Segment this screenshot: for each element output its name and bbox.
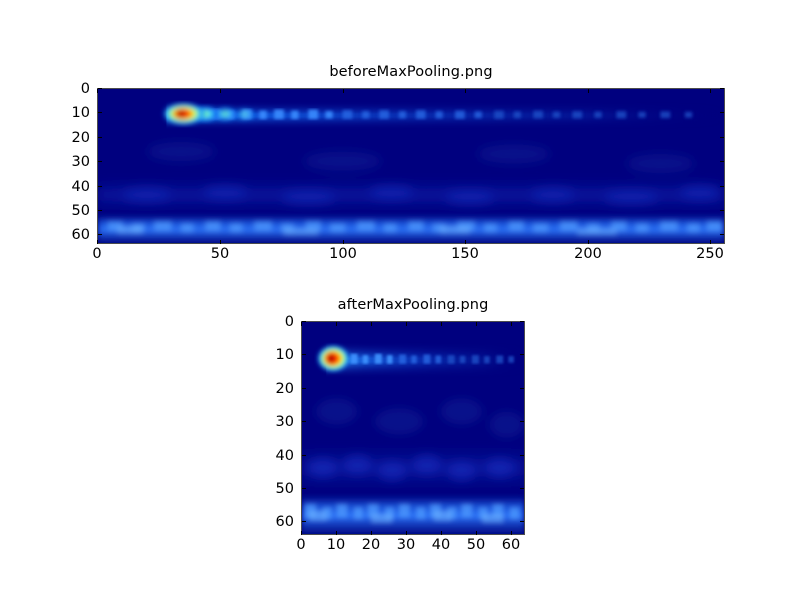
tick-yright-after-30 xyxy=(520,421,524,422)
tick-yright-after-60 xyxy=(520,521,524,522)
tick-x-after-10 xyxy=(336,531,337,535)
tick-y-after-0 xyxy=(302,321,306,322)
xtick-label-before-50: 50 xyxy=(210,246,230,262)
ytick-label-after-0: 0 xyxy=(284,313,294,330)
tick-yright-before-30 xyxy=(720,161,724,162)
ytick-label-after-30: 30 xyxy=(275,413,294,430)
tick-y-after-40 xyxy=(302,455,306,456)
tick-yright-before-10 xyxy=(720,112,724,113)
tick-x-before-0 xyxy=(97,240,98,244)
xtick-label-before-150: 150 xyxy=(451,246,479,262)
tick-xtop-after-40 xyxy=(441,322,442,326)
tick-x-before-50 xyxy=(220,240,221,244)
tick-yright-after-0 xyxy=(520,321,524,322)
tick-y-before-10 xyxy=(98,112,102,113)
tick-y-before-0 xyxy=(98,88,102,89)
xtick-label-after-50: 50 xyxy=(466,537,486,553)
xtick-label-after-40: 40 xyxy=(431,537,451,553)
tick-x-after-20 xyxy=(371,531,372,535)
tick-yright-before-50 xyxy=(720,210,724,211)
tick-xtop-before-100 xyxy=(343,89,344,93)
xtick-label-after-60: 60 xyxy=(501,537,521,553)
heatmap-image-before xyxy=(98,89,724,243)
tick-yright-after-20 xyxy=(520,388,524,389)
tick-xtop-before-200 xyxy=(588,89,589,93)
tick-x-after-0 xyxy=(301,531,302,535)
tick-y-before-40 xyxy=(98,186,102,187)
xtick-label-after-20: 20 xyxy=(361,537,381,553)
tick-yright-before-60 xyxy=(720,234,724,235)
tick-y-before-20 xyxy=(98,137,102,138)
tick-x-after-60 xyxy=(511,531,512,535)
ytick-label-before-40: 40 xyxy=(71,178,90,195)
tick-x-before-150 xyxy=(465,240,466,244)
ytick-label-before-20: 20 xyxy=(71,129,90,146)
tick-xtop-after-10 xyxy=(336,322,337,326)
chart-title-before: beforeMaxPooling.png xyxy=(329,64,493,80)
tick-y-after-30 xyxy=(302,421,306,422)
tick-xtop-before-0 xyxy=(97,89,98,93)
ytick-label-after-60: 60 xyxy=(275,513,294,530)
tick-xtop-after-60 xyxy=(511,322,512,326)
ytick-label-after-40: 40 xyxy=(275,447,294,464)
tick-xtop-before-50 xyxy=(220,89,221,93)
ytick-label-after-10: 10 xyxy=(275,346,294,363)
xtick-label-before-0: 0 xyxy=(92,246,102,262)
tick-y-after-20 xyxy=(302,388,306,389)
tick-yright-before-20 xyxy=(720,137,724,138)
tick-y-after-10 xyxy=(302,354,306,355)
ytick-label-before-0: 0 xyxy=(80,80,90,97)
tick-xtop-after-0 xyxy=(301,322,302,326)
ytick-label-before-50: 50 xyxy=(71,202,90,219)
xtick-label-after-0: 0 xyxy=(296,537,306,553)
tick-y-before-50 xyxy=(98,210,102,211)
tick-y-before-30 xyxy=(98,161,102,162)
tick-x-after-50 xyxy=(476,531,477,535)
tick-y-before-60 xyxy=(98,234,102,235)
ytick-label-after-20: 20 xyxy=(275,380,294,397)
tick-y-after-50 xyxy=(302,488,306,489)
xtick-label-after-30: 30 xyxy=(396,537,416,553)
heatmap-after-maxpooling[interactable] xyxy=(301,321,525,535)
xtick-label-before-100: 100 xyxy=(329,246,357,262)
ytick-label-before-10: 10 xyxy=(71,104,90,121)
tick-yright-before-0 xyxy=(720,88,724,89)
tick-yright-after-10 xyxy=(520,354,524,355)
xtick-label-after-10: 10 xyxy=(326,537,346,553)
tick-x-before-250 xyxy=(710,240,711,244)
chart-title-after: afterMaxPooling.png xyxy=(337,297,489,313)
xtick-label-before-250: 250 xyxy=(696,246,724,262)
tick-xtop-before-250 xyxy=(710,89,711,93)
tick-xtop-after-30 xyxy=(406,322,407,326)
tick-yright-after-50 xyxy=(520,488,524,489)
tick-xtop-before-150 xyxy=(465,89,466,93)
tick-x-after-40 xyxy=(441,531,442,535)
tick-x-before-200 xyxy=(588,240,589,244)
tick-x-after-30 xyxy=(406,531,407,535)
tick-xtop-after-20 xyxy=(371,322,372,326)
heatmap-before-maxpooling[interactable] xyxy=(97,88,725,244)
ytick-label-after-50: 50 xyxy=(275,480,294,497)
tick-y-after-60 xyxy=(302,521,306,522)
xtick-label-before-200: 200 xyxy=(574,246,602,262)
ytick-label-before-30: 30 xyxy=(71,153,90,170)
ytick-label-before-60: 60 xyxy=(71,226,90,243)
heatmap-image-after xyxy=(302,322,524,534)
tick-x-before-100 xyxy=(343,240,344,244)
tick-yright-after-40 xyxy=(520,455,524,456)
tick-xtop-after-50 xyxy=(476,322,477,326)
tick-yright-before-40 xyxy=(720,186,724,187)
